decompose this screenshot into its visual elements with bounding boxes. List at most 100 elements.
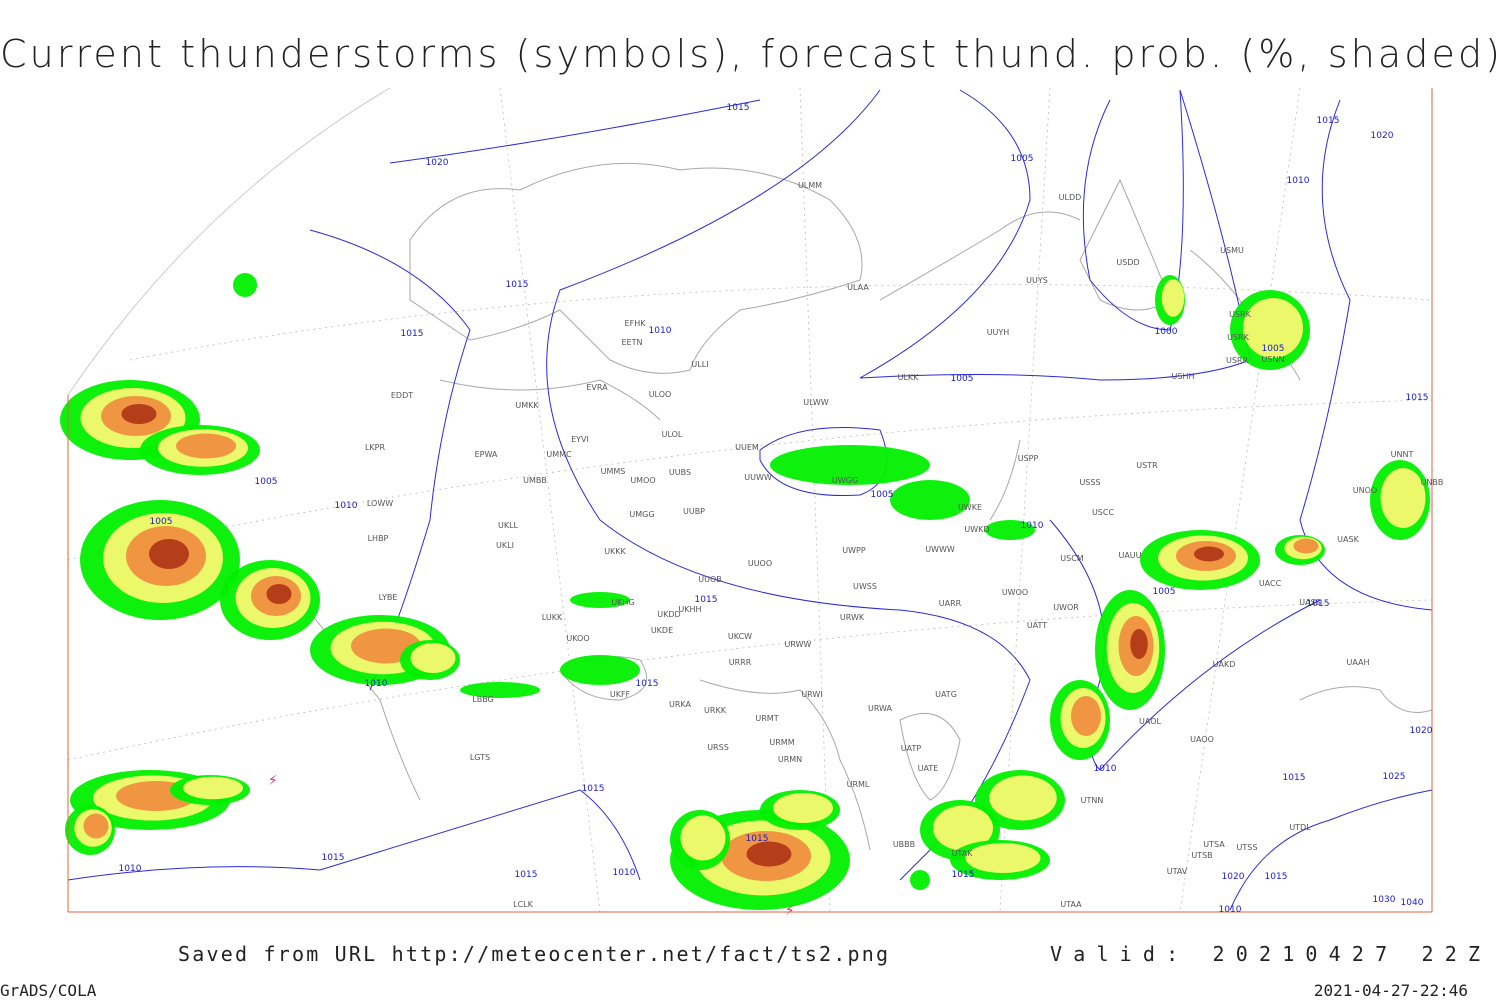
station-label: USRK: [1227, 333, 1249, 342]
station-label: UKOO: [566, 634, 589, 643]
station-label: URWW: [785, 640, 812, 649]
station-label: ULLI: [691, 360, 708, 369]
station-label: USTR: [1136, 461, 1158, 470]
precip-area: [746, 841, 792, 867]
isobar-label: 1025: [1383, 772, 1406, 782]
software: GrADS/COLA: [0, 981, 97, 1000]
station-label: UKHH: [678, 605, 701, 614]
coastline: [439, 379, 661, 421]
station-label: UUYS: [1026, 276, 1048, 285]
precip-area: [1130, 629, 1148, 659]
isobar: [389, 99, 761, 164]
precip-area: [266, 584, 292, 604]
station-label: UMBB: [523, 476, 547, 485]
precipitation: [60, 273, 1430, 910]
station-label: URWA: [868, 704, 893, 713]
station-label: URMM: [769, 738, 794, 747]
station-label: USCC: [1092, 508, 1115, 517]
station-label: UTSS: [1237, 843, 1258, 852]
station-label: UTAV: [1167, 867, 1188, 876]
isobar-label: 1010: [1021, 521, 1044, 531]
station-label: EPWA: [475, 450, 498, 459]
coastline: [299, 599, 421, 801]
isobar-label: 1005: [150, 517, 173, 527]
isobar-label: 1015: [952, 870, 975, 880]
precip-area: [1071, 696, 1101, 736]
precip-area: [985, 520, 1035, 540]
station-label: UUWW: [744, 473, 772, 482]
station-label: UAOO: [1190, 735, 1214, 744]
isobar-label: 1015: [582, 784, 605, 794]
station-label: URWI: [801, 690, 822, 699]
valid-time: Valid: 20210427 22Z: [1050, 942, 1480, 966]
precip-area: [176, 433, 236, 459]
precip-area: [770, 445, 930, 485]
isobar-label: 1015: [1283, 773, 1306, 783]
precip-area: [1293, 538, 1319, 554]
station-label: UUYH: [987, 328, 1010, 337]
map: ⚡ ⚡ ULMM ULDD USDD USMU UUYS ULAA EFHK EETN ULLI…: [60, 87, 1444, 919]
station-label: UASS: [1299, 598, 1320, 607]
station-label: UBBB: [893, 840, 915, 849]
isobar-label: 1020: [1410, 726, 1433, 736]
station-label: EDDT: [391, 391, 413, 400]
station-label: UAOL: [1139, 717, 1161, 726]
isobar-label: 1015: [636, 679, 659, 689]
station-label: USSS: [1079, 478, 1100, 487]
precip-area: [183, 776, 243, 800]
station-label: UMKK: [515, 401, 539, 410]
graticule-line: [1179, 87, 1301, 913]
coastline: [1299, 686, 1433, 713]
precip-area: [933, 805, 993, 851]
station-label: USMU: [1220, 246, 1244, 255]
isobar-label: 1020: [1371, 131, 1394, 141]
station-label: USHH: [1172, 372, 1195, 381]
isobar-label: 1015: [1406, 393, 1429, 403]
station-label: UWKE: [958, 503, 982, 512]
precip-area: [410, 643, 456, 673]
station-label: UATT: [1027, 621, 1047, 630]
station-label: UKHG: [611, 598, 634, 607]
station-label: UMMS: [601, 467, 626, 476]
precip-area: [570, 592, 630, 608]
station-label: UWOO: [1002, 588, 1028, 597]
isobar-label: 1010: [1287, 176, 1310, 186]
station-label: LBBG: [472, 695, 494, 704]
station-label: UATP: [901, 744, 922, 753]
station-label: UUBS: [669, 468, 691, 477]
precip-area: [560, 655, 640, 685]
station-label: ULMM: [798, 181, 822, 190]
station-label: UTSB: [1191, 851, 1212, 860]
station-label: URMT: [755, 714, 778, 723]
station-label: UUOB: [698, 575, 722, 584]
timestamp: 2021-04-27-22:46: [1314, 981, 1468, 1000]
precip-area: [83, 813, 109, 839]
station-label: UTNN: [1081, 796, 1104, 805]
isobar: [309, 229, 471, 691]
station-label: EVRA: [586, 383, 608, 392]
station-label: UARR: [939, 599, 962, 608]
station-label: UMMC: [546, 450, 572, 459]
isobar-label: 1000: [1155, 327, 1178, 337]
station-label: LHBP: [368, 534, 389, 543]
station-label: UTAA: [1060, 900, 1082, 909]
station-label: UAAH: [1346, 658, 1369, 667]
station-label: LKPR: [365, 443, 386, 452]
isobar: [67, 789, 641, 881]
coastline: [1079, 178, 1171, 311]
station-label: ULDD: [1059, 193, 1082, 202]
precip-area: [1380, 468, 1426, 528]
station-label: URWK: [840, 613, 865, 622]
isobar-label: 1015: [1317, 116, 1340, 126]
precip-area: [965, 843, 1041, 873]
isobar-label: 1015: [515, 870, 538, 880]
station-label: LOWW: [367, 499, 393, 508]
station-label: UWWW: [925, 545, 955, 554]
coastline: [899, 712, 961, 801]
station-label: UTAK: [952, 849, 974, 858]
isobar-label: 1015: [746, 834, 769, 844]
station-label: UAKD: [1213, 660, 1236, 669]
isobar-label: 1015: [506, 280, 529, 290]
station-label: UTDL: [1289, 823, 1311, 832]
station-label: UNBB: [1421, 478, 1444, 487]
